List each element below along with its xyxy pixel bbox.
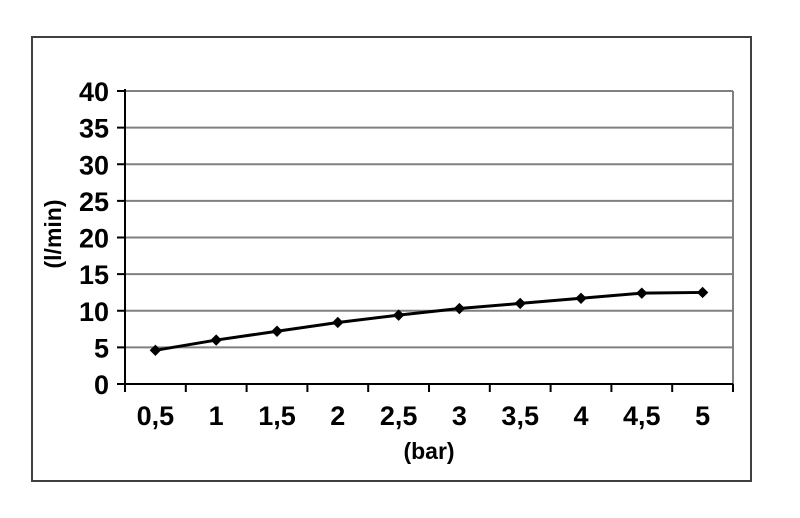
data-point-marker — [453, 302, 466, 315]
x-tick-label: 2,5 — [380, 401, 418, 431]
x-tick-label: 3 — [452, 401, 467, 431]
chart-frame: 0 5 10 15 20 25 30 35 40 0,5 1 1,5 2 2,5 3 3,5 4 4,5 5 (l/… — [31, 36, 752, 482]
data-point-marker — [696, 286, 709, 299]
series-line — [153, 290, 705, 352]
x-tick-label: 4,5 — [623, 401, 661, 431]
data-point-marker — [636, 287, 648, 299]
gridlines — [125, 90, 734, 384]
x-tick-label: 4 — [573, 401, 588, 431]
y-tick-label: 25 — [79, 187, 109, 217]
x-tick-label: 2 — [330, 401, 345, 431]
y-tick-label: 30 — [79, 150, 109, 180]
y-tick-label: 0 — [94, 370, 109, 400]
x-axis-title: (bar) — [403, 438, 454, 464]
data-point-marker — [271, 325, 283, 337]
x-tick-label: 3,5 — [501, 401, 539, 431]
x-tick-label: 5 — [695, 401, 710, 431]
data-point-marker — [210, 334, 222, 346]
data-point-marker — [149, 344, 162, 357]
axes — [117, 89, 734, 392]
y-tick-label: 35 — [79, 114, 109, 144]
y-tick-label: 20 — [79, 224, 109, 254]
tick-labels: 0 5 10 15 20 25 30 35 40 0,5 1 1,5 2 2,5 3 3,5 4 4,5 5 — [79, 77, 710, 431]
data-point-marker — [575, 292, 587, 305]
data-point-marker — [392, 309, 405, 321]
x-tick-label: 1,5 — [258, 401, 296, 431]
data-point-marker — [332, 316, 344, 329]
data-point-marker — [514, 297, 526, 310]
flow-rate-vs-pressure-chart: 0 5 10 15 20 25 30 35 40 0,5 1 1,5 2 2,5 3 3,5 4 4,5 5 (l/… — [40, 77, 734, 464]
x-tick-label: 1 — [209, 401, 224, 431]
y-axis-title: (l/min) — [40, 200, 66, 269]
y-tick-label: 15 — [79, 260, 109, 290]
data-series — [149, 286, 709, 357]
y-tick-label: 40 — [79, 77, 109, 107]
y-tick-label: 10 — [79, 297, 109, 327]
x-tick-label: 0,5 — [137, 401, 175, 431]
y-tick-label: 5 — [94, 333, 109, 363]
